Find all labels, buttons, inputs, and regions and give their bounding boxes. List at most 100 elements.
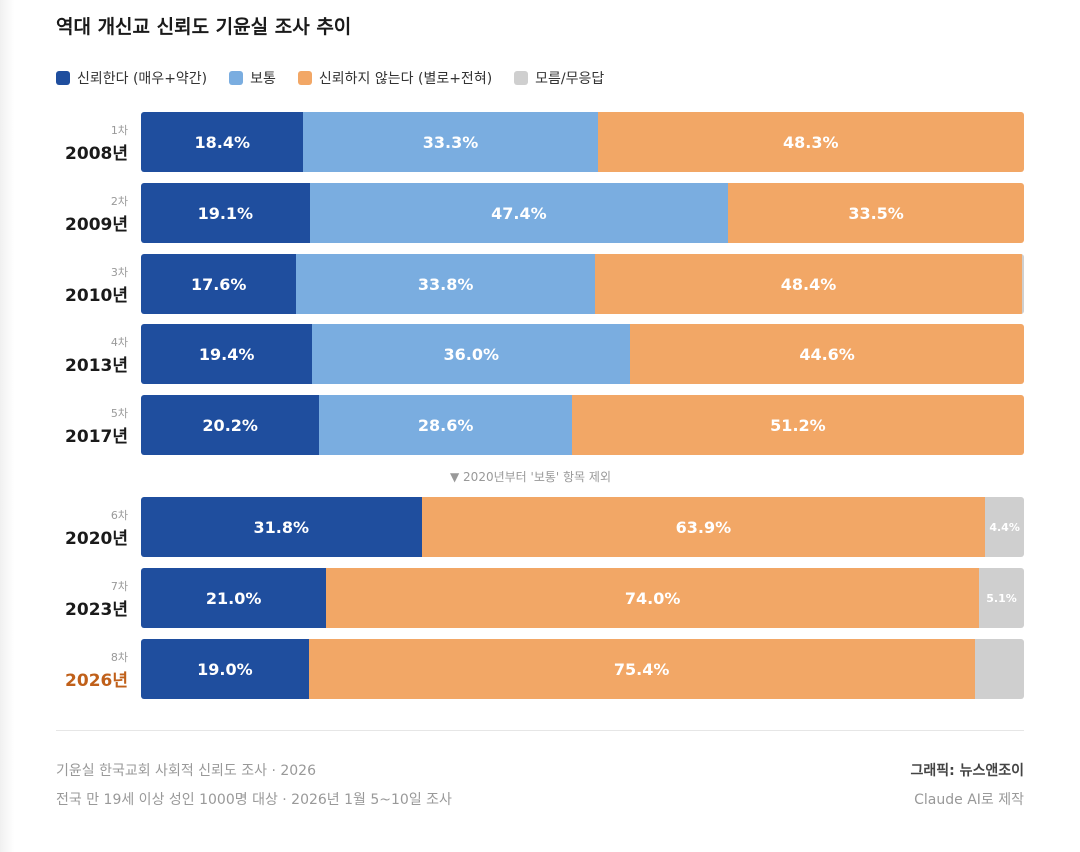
bar-segment-trust: 31.8% xyxy=(141,497,422,557)
data-label: 28.6% xyxy=(417,415,474,435)
data-label: 47.4% xyxy=(491,203,547,223)
data-label: 51.2% xyxy=(770,415,826,435)
bar-segment-unknown xyxy=(1022,254,1024,314)
bar-row: 2차 2009년 19.1% 47.4% 33.5% xyxy=(0,183,1080,243)
row-label: 6차 2020년 xyxy=(28,497,128,557)
credit-text: 그래픽: 뉴스앤조이 xyxy=(910,763,1024,779)
bar-segment-unknown: 5.1% xyxy=(979,568,1024,628)
year-label: 2009년 xyxy=(65,215,128,235)
legend-item: 모름/무응답 xyxy=(514,68,604,88)
year-label: 2026년 xyxy=(65,671,128,691)
year-label: 2023년 xyxy=(65,600,128,620)
year-label: 2017년 xyxy=(65,427,128,447)
legend-label: 신뢰하지 않는다 (별로+전혀) xyxy=(318,71,493,87)
row-label: 1차 2008년 xyxy=(28,112,128,172)
data-label: 17.6% xyxy=(190,274,247,294)
bar-row: 5차 2017년 20.2% 28.6% 51.2% xyxy=(0,395,1080,455)
bar-segment-distrust: 51.2% xyxy=(571,395,1024,455)
left-edge-shadow xyxy=(0,0,14,852)
bar-segment-trust: 21.0% xyxy=(141,568,327,628)
bar-segment-distrust: 63.9% xyxy=(421,497,986,557)
bar-row: 4차 2013년 19.4% 36.0% 44.6% xyxy=(0,324,1080,384)
bar-segment-distrust: 44.6% xyxy=(630,324,1024,384)
bar-segment-neutral: 36.0% xyxy=(312,324,631,384)
year-label: 2008년 xyxy=(65,144,128,164)
stacked-bar: 20.2% 28.6% 51.2% xyxy=(141,395,1024,455)
data-label: 21.0% xyxy=(205,588,262,608)
stacked-bar: 19.0% 75.4% xyxy=(141,639,1024,699)
bar-segment-trust: 19.4% xyxy=(141,324,313,384)
wave-label: 8차 xyxy=(110,651,128,664)
data-label: 33.3% xyxy=(422,132,479,152)
bar-segment-trust: 19.0% xyxy=(141,639,309,699)
year-label: 2010년 xyxy=(65,286,128,306)
wave-label: 2차 xyxy=(110,195,128,208)
bar-segment-trust: 20.2% xyxy=(141,395,320,455)
data-label: 75.4% xyxy=(613,659,670,679)
wave-label: 3차 xyxy=(110,266,128,279)
legend-item: 보통 xyxy=(229,68,276,88)
bar-row: 7차 2023년 21.0% 74.0% 5.1% xyxy=(0,568,1080,628)
wave-label: 5차 xyxy=(110,407,128,420)
row-label: 8차 2026년 xyxy=(28,639,128,699)
bar-row: 8차 2026년 19.0% 75.4% xyxy=(0,639,1080,699)
data-label: 18.4% xyxy=(194,132,250,152)
stacked-bar: 19.1% 47.4% 33.5% xyxy=(141,183,1024,243)
data-label: 74.0% xyxy=(624,588,681,608)
bar-segment-neutral: 33.3% xyxy=(303,112,598,172)
year-label: 2013년 xyxy=(65,356,128,376)
stacked-bar: 17.6% 33.8% 48.4% xyxy=(141,254,1024,314)
data-label: 36.0% xyxy=(443,344,499,364)
bar-row: 3차 2010년 17.6% 33.8% 48.4% xyxy=(0,254,1080,314)
bar-row: 1차 2008년 18.4% 33.3% 48.3% xyxy=(0,112,1080,172)
bar-segment-neutral: 33.8% xyxy=(296,254,595,314)
data-label: 48.3% xyxy=(782,132,839,152)
legend-label: 보통 xyxy=(250,71,276,87)
legend: 신뢰한다 (매우+약간) 보통 신뢰하지 않는다 (별로+전혀) 모름/무응답 xyxy=(56,68,604,88)
legend-swatch xyxy=(514,71,529,85)
data-label: 31.8% xyxy=(253,517,310,537)
legend-label: 모름/무응답 xyxy=(535,71,605,87)
stacked-bar: 31.8% 63.9% 4.4% xyxy=(141,497,1024,557)
legend-swatch xyxy=(56,71,70,85)
data-label: 44.6% xyxy=(799,344,855,364)
row-label: 2차 2009년 xyxy=(28,183,128,243)
note-text: ▼ 2020년부터 '보통' 항목 제외 xyxy=(450,470,611,484)
data-label: 20.2% xyxy=(202,415,258,435)
bar-segment-trust: 17.6% xyxy=(141,254,297,314)
stacked-bar: 19.4% 36.0% 44.6% xyxy=(141,324,1024,384)
source-text: 기윤실 한국교회 사회적 신뢰도 조사 · 2026 xyxy=(56,763,316,779)
data-label: 48.4% xyxy=(780,274,837,294)
wave-label: 1차 xyxy=(110,124,128,137)
wave-label: 6차 xyxy=(110,509,128,522)
wave-label: 4차 xyxy=(110,336,128,349)
data-label: 19.1% xyxy=(197,203,254,223)
legend-item: 신뢰하지 않는다 (별로+전혀) xyxy=(297,68,493,88)
data-label: 19.4% xyxy=(198,344,255,364)
data-label: 33.5% xyxy=(848,203,904,223)
legend-item: 신뢰한다 (매우+약간) xyxy=(56,68,207,88)
data-label: 19.0% xyxy=(197,659,253,679)
data-label: 63.9% xyxy=(675,517,732,537)
data-label: 33.8% xyxy=(417,274,474,294)
data-label: 4.4% xyxy=(989,520,1020,534)
row-label: 4차 2013년 xyxy=(28,324,128,384)
legend-label: 신뢰한다 (매우+약간) xyxy=(77,71,208,87)
bar-segment-trust: 18.4% xyxy=(141,112,304,172)
bar-segment-neutral: 47.4% xyxy=(309,183,729,243)
stacked-bar: 21.0% 74.0% 5.1% xyxy=(141,568,1024,628)
row-label: 7차 2023년 xyxy=(28,568,128,628)
legend-swatch xyxy=(297,71,312,85)
bar-row: 6차 2020년 31.8% 63.9% 4.4% xyxy=(0,497,1080,557)
chart-title: 역대 개신교 신뢰도 기윤실 조사 추이 xyxy=(56,16,352,38)
bar-segment-unknown xyxy=(974,639,1024,699)
stacked-bar: 18.4% 33.3% 48.3% xyxy=(141,112,1024,172)
bar-segment-trust: 19.1% xyxy=(141,183,310,243)
row-label: 3차 2010년 xyxy=(28,254,128,314)
bar-segment-distrust: 75.4% xyxy=(308,639,975,699)
year-label: 2020년 xyxy=(65,529,128,549)
bar-segment-distrust: 48.3% xyxy=(597,112,1024,172)
method-text: 전국 만 19세 이상 성인 1000명 대상 · 2026년 1월 5~10일… xyxy=(56,792,452,808)
footer-divider xyxy=(56,730,1024,731)
